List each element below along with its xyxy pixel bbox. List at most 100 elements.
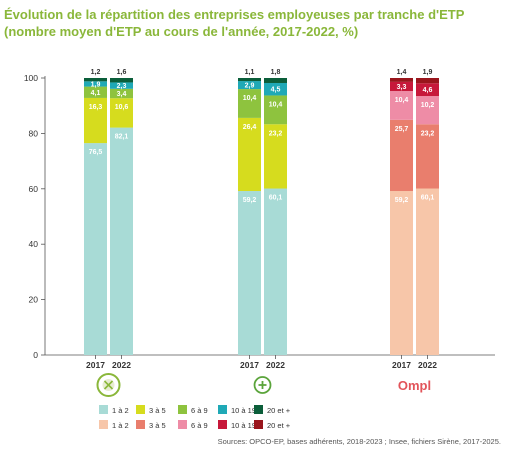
y-tick-label: 80 — [29, 128, 39, 138]
data-label: 16,3 — [89, 104, 103, 111]
legend-swatch — [254, 405, 263, 414]
x-tick-label: 2022 — [112, 360, 131, 370]
bar-segment-1 — [84, 143, 107, 355]
data-label: 10,4 — [395, 97, 409, 104]
bar-segment-2 — [238, 117, 261, 192]
data-label: 3,3 — [397, 84, 407, 91]
bar-segment-5 — [416, 78, 439, 84]
plus-sign — [258, 381, 267, 389]
sources-note: Sources: OPCO-EP, bases adhérents, 2018-… — [217, 437, 501, 446]
bar-segment-2 — [390, 119, 413, 192]
bar-segment-4 — [110, 82, 133, 89]
x-tick-label: 2017 — [86, 360, 105, 370]
data-label: 1,6 — [117, 69, 127, 76]
legend-swatch — [254, 420, 263, 429]
data-label: 25,7 — [395, 126, 409, 133]
data-label: 82,1 — [115, 134, 129, 141]
legend-swatch — [99, 405, 108, 414]
data-label: 10,6 — [115, 104, 129, 111]
bar-segment-3 — [416, 96, 439, 125]
data-label: 1,4 — [397, 69, 407, 76]
data-label: 10,4 — [269, 101, 283, 108]
bar-segment-5 — [110, 78, 133, 83]
bar-segment-2 — [264, 124, 287, 189]
data-label: 10,2 — [421, 102, 435, 109]
legend-swatch — [99, 420, 108, 429]
bar-segment-4 — [390, 81, 413, 92]
bar-segment-2 — [416, 124, 439, 189]
legend-label: 20 et + — [267, 421, 291, 430]
data-label: 76,5 — [89, 149, 103, 156]
legend-label: 3 à 5 — [149, 421, 166, 430]
chart-title-line-1: Évolution de la répartition des entrepri… — [4, 7, 465, 22]
ompl-logo: Ompl — [398, 378, 431, 393]
green-circle-logo-icon — [96, 373, 121, 397]
bar-segment-2 — [110, 98, 133, 128]
bar-segment-4 — [416, 83, 439, 97]
y-tick-label: 20 — [29, 295, 39, 305]
bar-segment-1 — [238, 191, 261, 355]
bar-segment-4 — [84, 81, 107, 87]
data-label: 1,9 — [423, 69, 433, 76]
x-tick-label: 2017 — [392, 360, 411, 370]
bar-segment-3 — [390, 91, 413, 120]
legend-swatch — [178, 405, 187, 414]
data-label: 4,1 — [91, 90, 101, 97]
y-tick-label: 40 — [29, 239, 39, 249]
legend-label: 20 et + — [267, 406, 291, 415]
legend-label: 10 à 19 — [231, 406, 256, 415]
bar-segment-3 — [110, 88, 133, 99]
legend-swatch — [218, 420, 227, 429]
bar-segment-3 — [84, 86, 107, 98]
bar-segment-1 — [110, 127, 133, 355]
y-tick-label: 60 — [29, 184, 39, 194]
legend-swatch — [136, 420, 145, 429]
data-label: 1,1 — [245, 69, 255, 76]
bar-segment-4 — [238, 81, 261, 90]
bar-segment-4 — [264, 82, 287, 96]
logo-cross-mark — [103, 380, 114, 390]
bar-segment-5 — [390, 78, 413, 82]
legend-swatch — [136, 405, 145, 414]
data-label: 59,2 — [243, 197, 257, 204]
bar-segment-2 — [84, 97, 107, 144]
data-label: 59,2 — [395, 197, 409, 204]
y-tick-label: 0 — [33, 350, 38, 360]
data-label: 1,9 — [91, 81, 101, 88]
bar-segment-5 — [84, 78, 107, 82]
chart-title-line-2: (nombre moyen d'ETP au cours de l'année,… — [4, 24, 359, 39]
data-label: 4,6 — [423, 87, 433, 94]
legend-swatch — [178, 420, 187, 429]
x-tick-label: 2017 — [240, 360, 259, 370]
data-label: 2,3 — [117, 83, 127, 90]
bar-segment-1 — [416, 188, 439, 355]
legend-label: 6 à 9 — [191, 421, 208, 430]
data-label: 10,4 — [243, 95, 257, 102]
data-label: 1,8 — [271, 69, 281, 76]
data-label: 23,2 — [269, 130, 283, 137]
bar-segment-3 — [264, 95, 287, 125]
bar-segment-1 — [390, 191, 413, 355]
data-label: 4,5 — [271, 87, 281, 94]
bar-segment-5 — [238, 78, 261, 82]
data-label: 3,4 — [117, 91, 127, 98]
bar-segment-5 — [264, 78, 287, 83]
x-tick-label: 2022 — [418, 360, 437, 370]
data-label: 60,1 — [269, 195, 283, 202]
x-tick-label: 2022 — [266, 360, 285, 370]
data-label: 26,4 — [243, 124, 257, 131]
bar-segment-3 — [238, 89, 261, 118]
chart-title: Évolution de la répartition des entrepri… — [4, 6, 509, 40]
legend-label: 1 à 2 — [112, 421, 129, 430]
data-label: 23,2 — [421, 130, 435, 137]
data-label: 60,1 — [421, 195, 435, 202]
legend-label: 3 à 5 — [149, 406, 166, 415]
data-label: 1,2 — [91, 69, 101, 76]
plus-circle-icon — [253, 376, 272, 394]
legend-label: 1 à 2 — [112, 406, 129, 415]
legend-label: 6 à 9 — [191, 406, 208, 415]
bar-segment-1 — [264, 188, 287, 355]
legend-label: 10 à 19 — [231, 421, 256, 430]
data-label: 2,9 — [245, 83, 255, 90]
